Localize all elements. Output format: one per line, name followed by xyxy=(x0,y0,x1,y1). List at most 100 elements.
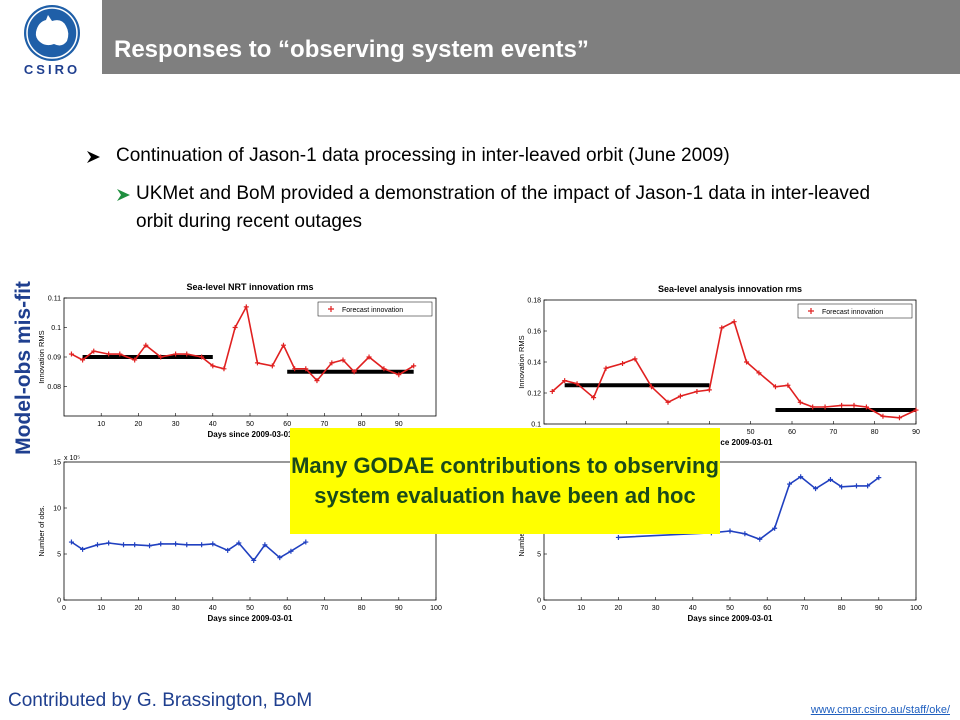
x-tick-label: 40 xyxy=(209,605,217,612)
y-tick-label: 0.12 xyxy=(527,391,541,398)
x-tick-label: 60 xyxy=(283,421,291,428)
data-point xyxy=(574,381,580,387)
x-tick-label: 30 xyxy=(172,421,180,428)
data-point xyxy=(132,357,138,363)
data-point xyxy=(694,388,700,394)
data-point xyxy=(68,539,74,545)
chart-analysis-innovation: Sea-level analysis innovation rms1020304… xyxy=(517,284,920,447)
data-point xyxy=(173,541,179,547)
data-point xyxy=(158,354,164,360)
data-point xyxy=(798,474,804,480)
data-point xyxy=(80,357,86,363)
data-point xyxy=(184,542,190,548)
data-point xyxy=(280,342,286,348)
data-point xyxy=(853,483,859,489)
arrow-bullet-icon xyxy=(116,180,136,208)
data-point xyxy=(147,543,153,549)
x-tick-label: 50 xyxy=(747,429,755,436)
data-point xyxy=(851,402,857,408)
data-point xyxy=(221,366,227,372)
data-point xyxy=(288,548,294,554)
x-tick-label: 50 xyxy=(726,605,734,612)
y-tick-label: 0.14 xyxy=(527,360,541,367)
y-tick-label: 10 xyxy=(53,506,61,513)
data-point xyxy=(549,388,555,394)
data-point xyxy=(303,539,309,545)
data-point xyxy=(827,476,833,482)
data-point xyxy=(243,304,249,310)
x-tick-label: 70 xyxy=(321,421,329,428)
data-point xyxy=(757,536,763,542)
x-tick-label: 90 xyxy=(875,605,883,612)
data-point xyxy=(254,360,260,366)
bullet-list: Continuation of Jason-1 data processing … xyxy=(86,142,876,236)
x-tick-label: 10 xyxy=(577,605,585,612)
data-point xyxy=(262,542,268,548)
data-point xyxy=(813,486,819,492)
legend-marker xyxy=(808,308,814,314)
y-exponent-label: x 10⁵ xyxy=(64,455,80,462)
data-point xyxy=(880,413,886,419)
data-point xyxy=(744,359,750,365)
y-tick-label: 0.11 xyxy=(48,296,61,303)
data-point xyxy=(620,361,626,367)
x-tick-label: 20 xyxy=(135,421,143,428)
data-point xyxy=(562,378,568,384)
bullet-text: Continuation of Jason-1 data processing … xyxy=(116,145,730,166)
data-point xyxy=(615,534,621,540)
x-axis-label: Days since 2009-03-01 xyxy=(208,430,294,439)
data-point xyxy=(787,481,793,487)
x-tick-label: 10 xyxy=(97,421,105,428)
x-tick-label: 50 xyxy=(246,421,254,428)
legend-label: Forecast innovation xyxy=(342,307,403,314)
x-tick-label: 70 xyxy=(321,605,329,612)
data-point xyxy=(292,366,298,372)
x-axis-label: Days since 2009-03-01 xyxy=(208,614,294,622)
callout-box: Many GODAE contributions to observing sy… xyxy=(290,428,720,534)
data-point xyxy=(822,404,828,410)
x-tick-label: 60 xyxy=(283,605,291,612)
data-point xyxy=(727,528,733,534)
title-bar: Responses to “observing system events” xyxy=(102,0,960,74)
bullet-item: Continuation of Jason-1 data processing … xyxy=(86,142,876,170)
x-tick-label: 60 xyxy=(788,429,796,436)
data-point xyxy=(366,354,372,360)
bullet-text: UKMet and BoM provided a demonstration o… xyxy=(136,183,871,232)
data-point xyxy=(665,399,671,405)
x-tick-label: 10 xyxy=(97,605,105,612)
data-point xyxy=(896,415,902,421)
data-point xyxy=(381,366,387,372)
csiro-logo: CSIRO xyxy=(8,0,96,80)
data-point xyxy=(731,319,737,325)
x-tick-label: 100 xyxy=(910,605,922,612)
x-tick-label: 50 xyxy=(246,605,254,612)
data-point xyxy=(677,393,683,399)
data-point xyxy=(117,351,123,357)
data-point xyxy=(810,404,816,410)
data-point xyxy=(210,363,216,369)
legend-box xyxy=(797,303,913,319)
data-point xyxy=(173,351,179,357)
data-point xyxy=(632,356,638,362)
data-point xyxy=(756,370,762,376)
x-tick-label: 80 xyxy=(358,421,366,428)
data-point xyxy=(132,542,138,548)
y-tick-label: 0.08 xyxy=(47,384,61,391)
x-axis-label: Days since 2009-03-01 xyxy=(688,614,774,622)
footer-link[interactable]: www.cmar.csiro.au/staff/oke/ xyxy=(810,704,950,716)
data-point xyxy=(106,351,112,357)
x-tick-label: 90 xyxy=(395,421,403,428)
data-point xyxy=(839,402,845,408)
data-point xyxy=(94,542,100,548)
data-point xyxy=(351,369,357,375)
chart-nrt-innovation: Sea-level NRT innovation rms 10 20 30 40 50 60… xyxy=(37,282,437,439)
data-point xyxy=(184,351,190,357)
data-point xyxy=(865,483,871,489)
y-axis-label: Innovation RMS xyxy=(37,330,46,383)
legend-marker xyxy=(328,306,334,312)
x-tick-label: 0 xyxy=(62,605,66,612)
chart-title: Sea-level NRT innovation rms xyxy=(186,282,313,292)
sub-bullet-item: UKMet and BoM provided a demonstration o… xyxy=(86,180,876,236)
data-point xyxy=(121,542,127,548)
data-point xyxy=(143,342,149,348)
